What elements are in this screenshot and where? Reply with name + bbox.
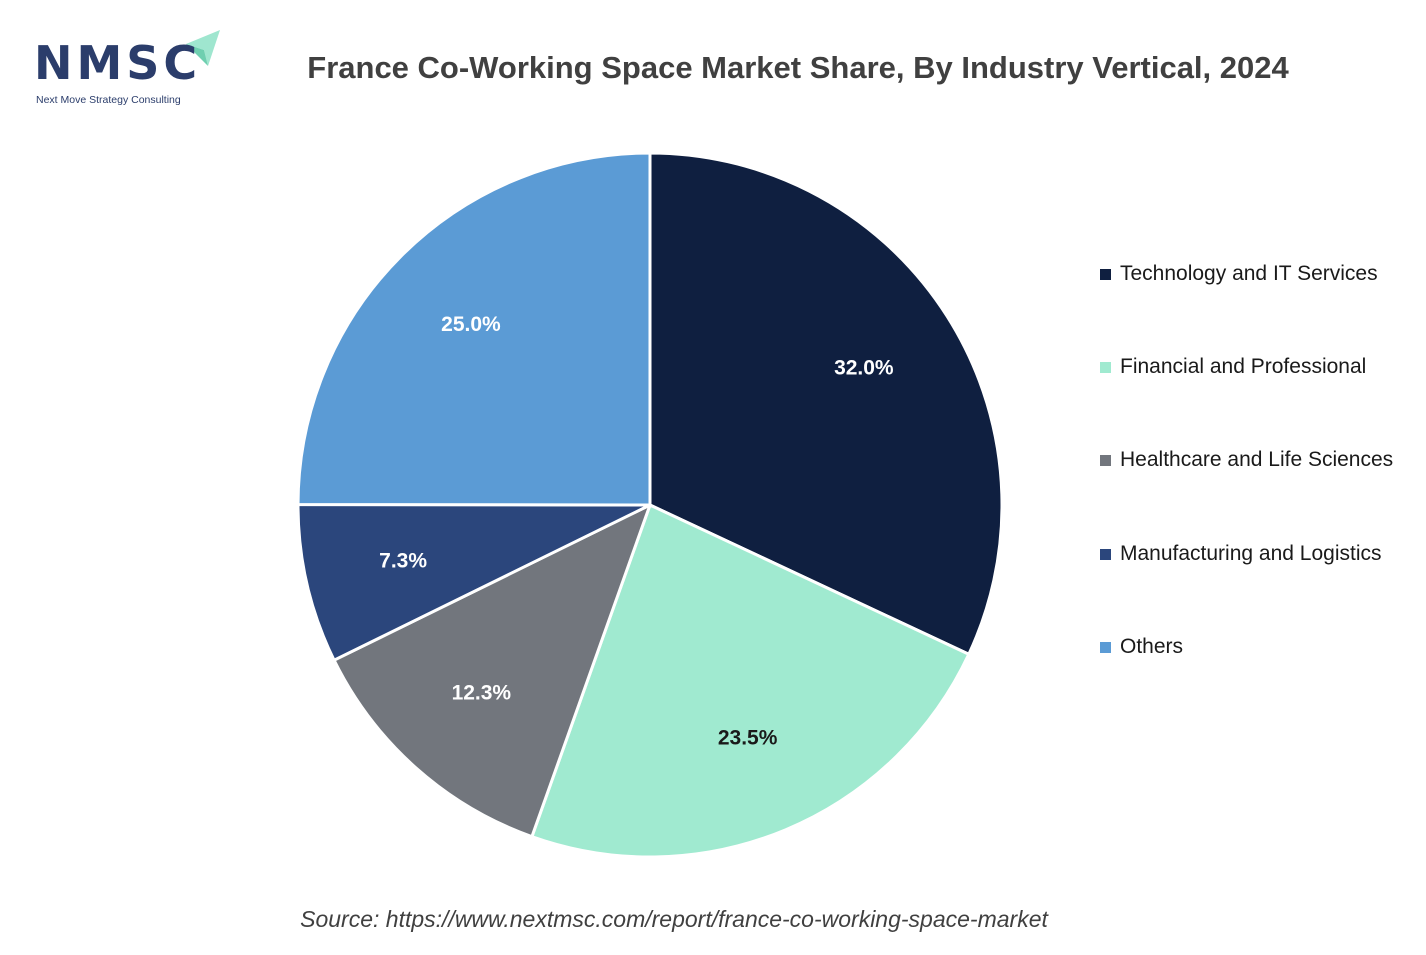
pie-slice-4 bbox=[296, 151, 652, 507]
pie-data-label-4: 25.0% bbox=[441, 313, 501, 336]
legend-swatch-3 bbox=[1100, 549, 1111, 560]
legend-swatch-1 bbox=[1100, 362, 1111, 373]
legend-swatch-4 bbox=[1100, 642, 1111, 653]
pie-slice-3 bbox=[296, 502, 652, 662]
legend-label-0: Technology and IT Services bbox=[1120, 262, 1378, 285]
source-note: Source: https://www.nextmsc.com/report/f… bbox=[300, 906, 1048, 932]
pie-data-label-2: 12.3% bbox=[452, 682, 512, 705]
logo-tagline: Next Move Strategy Consulting bbox=[36, 94, 181, 106]
pie-data-label-0: 32.0% bbox=[834, 357, 894, 380]
pie-data-label-1: 23.5% bbox=[718, 726, 778, 749]
pie-slice-1 bbox=[530, 503, 971, 859]
legend-label-1: Financial and Professional bbox=[1120, 355, 1367, 378]
legend-label-4: Others bbox=[1120, 635, 1184, 658]
legend-swatch-0 bbox=[1100, 269, 1111, 280]
pie-slice-0 bbox=[648, 151, 1004, 656]
legend-label-2: Healthcare and Life Sciences bbox=[1120, 448, 1394, 471]
nmsc-logo: NMSC Next Move Strategy Consulting bbox=[30, 28, 230, 112]
pie-data-label-3: 7.3% bbox=[379, 550, 427, 573]
pie-slice-2 bbox=[332, 503, 652, 839]
logo-wordmark: NMSC bbox=[34, 36, 202, 90]
legend-label-3: Manufacturing and Logistics bbox=[1120, 542, 1382, 565]
chart-title: France Co-Working Space Market Share, By… bbox=[307, 50, 1289, 85]
legend-swatch-2 bbox=[1100, 455, 1111, 466]
logo-arrow-icon bbox=[186, 30, 220, 66]
